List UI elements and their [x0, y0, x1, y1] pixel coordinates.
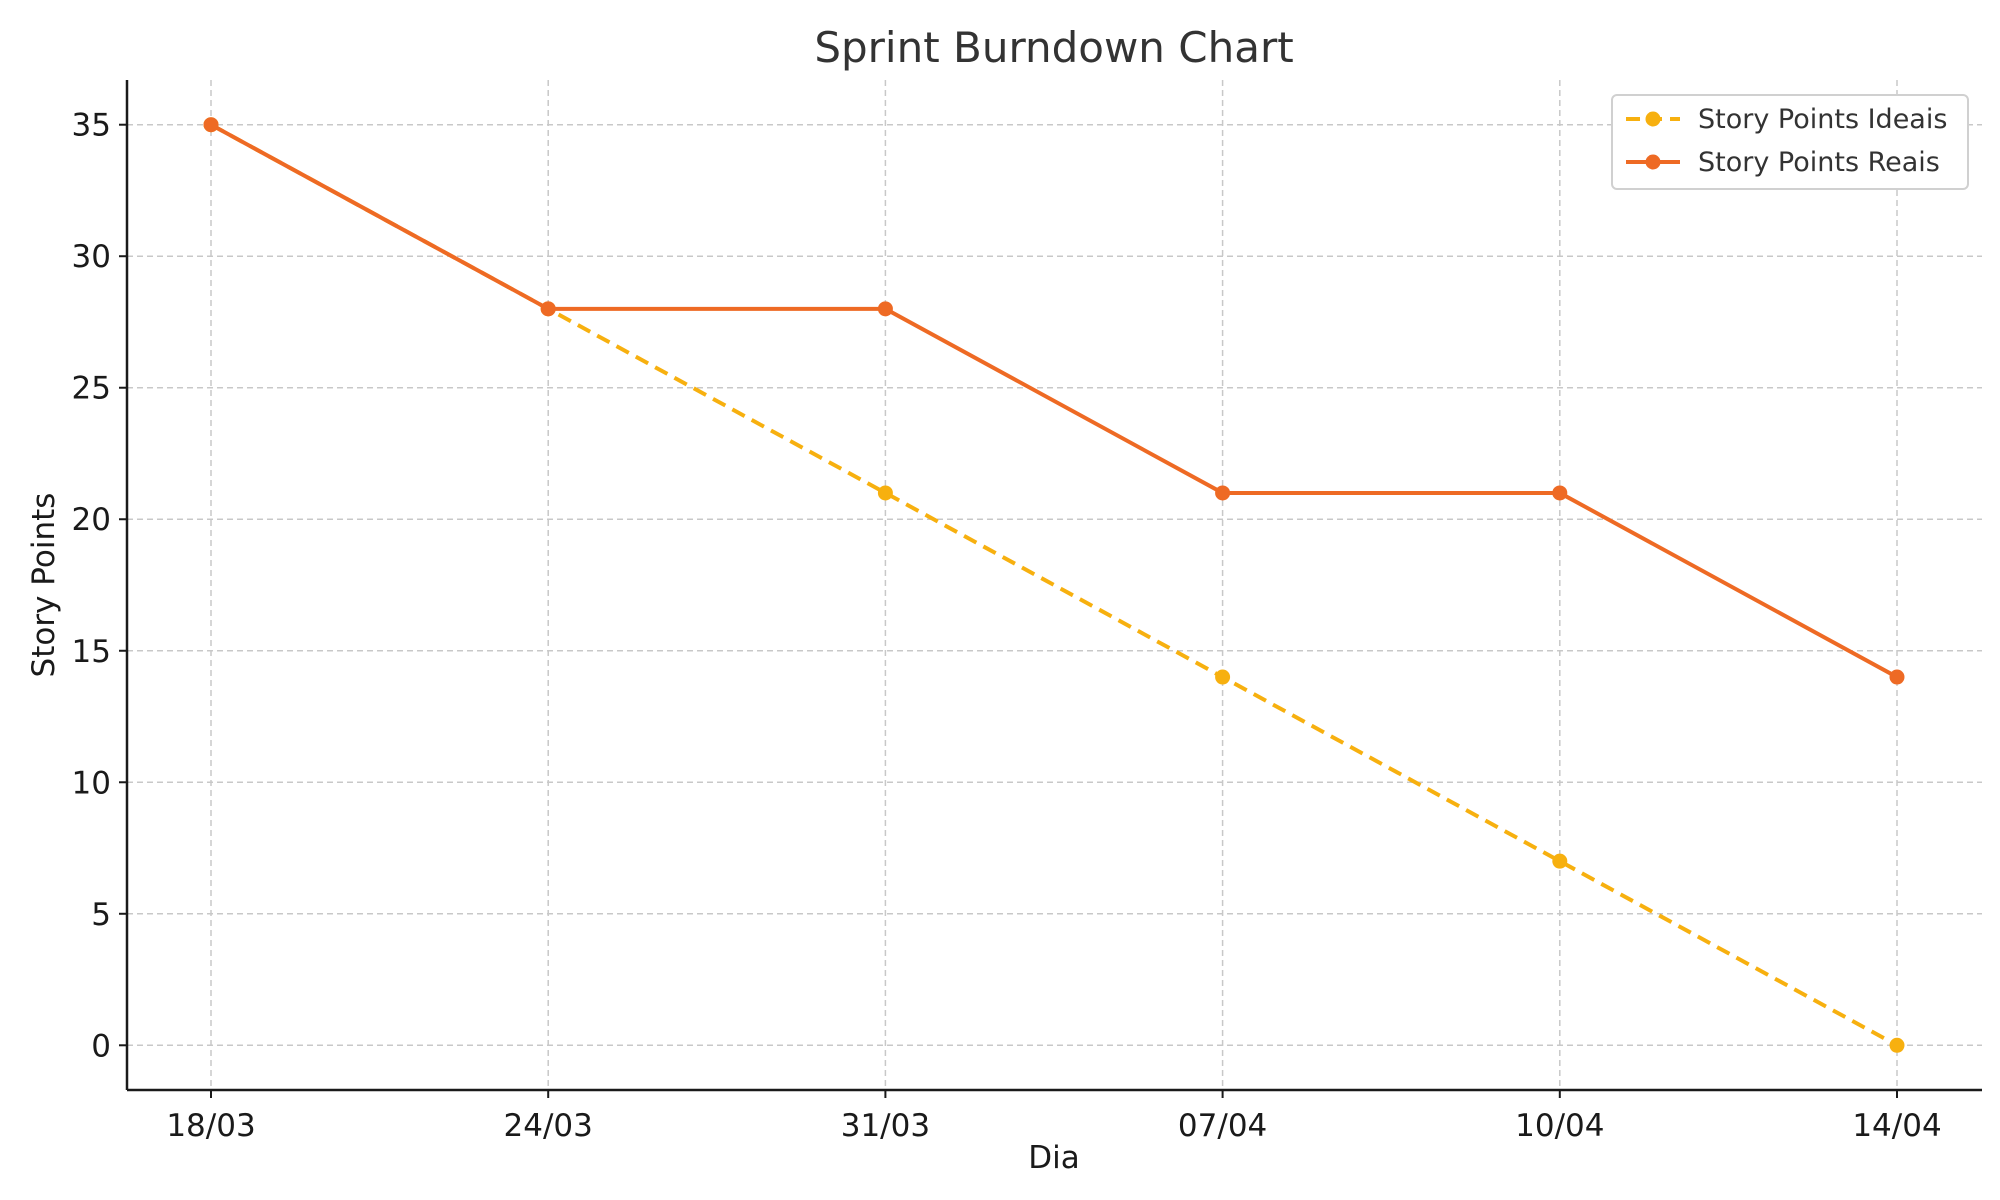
x-tick-label: 07/04: [1178, 1108, 1267, 1144]
legend-box: [1611, 94, 1969, 190]
data-point: [203, 117, 219, 133]
series-layer: [203, 117, 1905, 1053]
y-tick-label: 35: [72, 108, 111, 144]
series-line: [210, 122, 1898, 679]
data-point: [1215, 669, 1231, 685]
y-axis-label: Story Points: [26, 493, 62, 678]
series-2: [203, 117, 1905, 685]
legend-marker: [1645, 111, 1661, 127]
x-tick-label: 24/03: [504, 1108, 593, 1144]
data-point: [1889, 669, 1905, 685]
series-1: [203, 117, 1905, 1053]
legend: Story Points Ideais Story Points Reais: [1611, 94, 1969, 190]
x-tick-label: 18/03: [166, 1108, 255, 1144]
legend-label: Story Points Reais: [1698, 147, 1940, 178]
y-tick-label: 25: [72, 371, 111, 407]
x-tick-label: 14/04: [1852, 1108, 1941, 1144]
y-tick-label: 10: [72, 765, 111, 801]
legend-label: Story Points Ideais: [1698, 104, 1947, 135]
axes: [119, 80, 1982, 1098]
y-tick-label: 20: [72, 502, 111, 538]
x-axis-label: Dia: [1028, 1140, 1079, 1176]
chart-title: Sprint Burndown Chart: [814, 23, 1293, 72]
legend-item: Story Points Reais: [1626, 147, 1940, 178]
data-point: [877, 301, 893, 317]
y-tick-label: 0: [91, 1028, 111, 1064]
data-point: [1552, 853, 1568, 869]
x-tick-label: 10/04: [1515, 1108, 1604, 1144]
data-point: [877, 485, 893, 501]
data-point: [1889, 1037, 1905, 1053]
data-point: [540, 301, 556, 317]
data-point: [1552, 485, 1568, 501]
data-point: [1215, 485, 1231, 501]
legend-item: Story Points Ideais: [1626, 104, 1947, 135]
y-tick-label: 30: [72, 239, 111, 275]
tick-labels: 18/03 24/03 31/03 07/04 10/04 14/04 0 5 10 15 20 25…: [72, 108, 1942, 1144]
y-tick-label: 15: [72, 634, 111, 670]
legend-marker: [1645, 154, 1661, 170]
y-tick-label: 5: [91, 897, 111, 933]
x-tick-label: 31/03: [841, 1108, 930, 1144]
